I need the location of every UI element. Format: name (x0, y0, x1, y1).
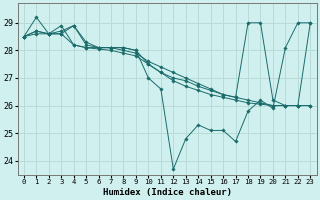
X-axis label: Humidex (Indice chaleur): Humidex (Indice chaleur) (103, 188, 232, 197)
